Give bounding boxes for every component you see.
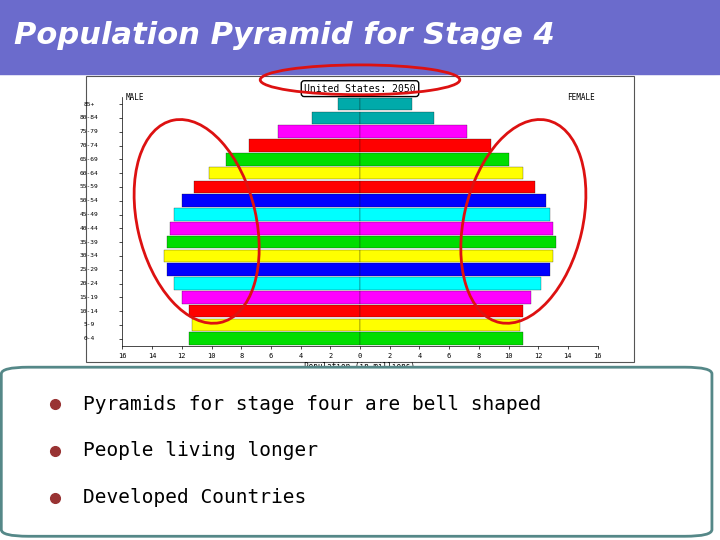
Text: Developed Countries: Developed Countries (83, 488, 306, 507)
Bar (226, 153, 360, 165)
Bar (360, 167, 523, 179)
Bar (181, 194, 360, 207)
FancyBboxPatch shape (86, 76, 634, 362)
Bar (167, 236, 360, 248)
Bar (170, 222, 360, 234)
Bar (167, 264, 360, 276)
Text: People living longer: People living longer (83, 441, 318, 461)
Bar (189, 333, 360, 345)
Bar (360, 291, 531, 303)
Bar (174, 208, 360, 221)
Bar (360, 208, 550, 221)
Bar (360, 153, 508, 165)
Bar (189, 305, 360, 318)
Bar (360, 112, 434, 124)
Bar (164, 249, 360, 262)
Text: FEMALE: FEMALE (567, 93, 595, 102)
Text: MALE: MALE (125, 93, 144, 102)
Bar (360, 319, 521, 331)
Bar (248, 139, 360, 152)
Bar (360, 181, 535, 193)
Bar (360, 98, 412, 110)
FancyBboxPatch shape (1, 367, 712, 536)
Bar (194, 181, 360, 193)
Bar (174, 277, 360, 289)
Bar (312, 112, 360, 124)
FancyBboxPatch shape (0, 0, 720, 75)
Text: Population Pyramid for Stage 4: Population Pyramid for Stage 4 (14, 21, 555, 50)
Bar (360, 333, 523, 345)
Bar (181, 291, 360, 303)
Bar (209, 167, 360, 179)
Text: Pyramids for stage four are bell shaped: Pyramids for stage four are bell shaped (83, 395, 541, 414)
X-axis label: Population (in millions): Population (in millions) (305, 362, 415, 371)
Bar (192, 319, 360, 331)
Bar (360, 264, 550, 276)
Bar (360, 277, 541, 289)
Text: Source: U.S. Census Bureau, International Data Base.: Source: U.S. Census Bureau, Internationa… (125, 373, 320, 377)
Bar (360, 305, 523, 318)
Bar (360, 125, 467, 138)
Title: United States: 2050: United States: 2050 (304, 84, 416, 93)
Bar (360, 139, 491, 152)
Bar (360, 236, 556, 248)
Bar (360, 222, 553, 234)
Bar (360, 194, 546, 207)
Bar (338, 98, 360, 110)
Bar (360, 249, 553, 262)
Bar (279, 125, 360, 138)
